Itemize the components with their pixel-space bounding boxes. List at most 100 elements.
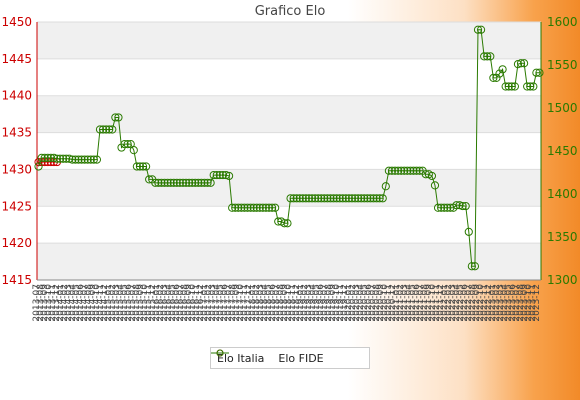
x-tick-label: 2015-10	[140, 284, 150, 322]
data-point-elo-fide	[249, 203, 258, 212]
x-tick-label: 2019-05	[312, 284, 322, 322]
data-point-elo-fide	[498, 65, 507, 74]
x-tick-label: 2017-10	[236, 284, 246, 322]
x-tick-label: 2018-02	[252, 284, 262, 322]
data-point-elo-fide	[111, 113, 120, 122]
x-tick-label: 2019-10	[332, 284, 342, 322]
data-point-elo-fide	[203, 178, 212, 187]
y-left-tick-label: 1435	[1, 126, 32, 140]
y-right-tick-label: 1300	[547, 273, 578, 287]
x-tick-label: 2018-12	[292, 284, 302, 322]
data-point-elo-fide	[341, 194, 350, 203]
data-point-elo-fide	[532, 68, 541, 77]
x-tick-label: 2017-12	[244, 284, 254, 322]
x-tick-label: 2023-10	[524, 284, 534, 322]
x-tick-label: 2020-09	[376, 284, 386, 322]
data-point-elo-fide	[332, 194, 341, 203]
x-tick-label: 2021-08	[420, 284, 430, 322]
data-point-elo-fide	[409, 166, 418, 175]
data-point-elo-fide	[224, 171, 234, 181]
data-point-elo-fide	[169, 178, 178, 187]
x-tick-label: 2019-04	[308, 284, 318, 322]
data-point-elo-fide	[215, 170, 224, 180]
x-tick-label: 2015-09	[136, 284, 146, 322]
x-tick-label: 2020-08	[372, 284, 382, 322]
data-point-elo-fide	[129, 146, 138, 155]
data-point-elo-fide	[480, 52, 489, 61]
data-point-elo-fide	[218, 170, 228, 180]
data-point-elo-fide	[307, 194, 317, 203]
data-point-elo-fide	[135, 162, 145, 171]
x-tick-label: 2014-10	[92, 284, 102, 322]
data-point-elo-fide	[271, 203, 280, 212]
data-point-elo-fide	[433, 203, 443, 212]
x-tick-label: 2016-06	[172, 284, 182, 322]
data-point-elo-fide	[437, 203, 446, 212]
x-tick-label: 2023-04	[500, 284, 510, 322]
data-point-elo-fide	[234, 203, 243, 212]
x-tick-label: 2018-03	[256, 284, 266, 322]
data-point-elo-fide	[206, 178, 215, 187]
x-tick-label: 2019-12	[340, 284, 350, 322]
data-point-elo-fide	[194, 178, 203, 187]
data-point-elo-fide	[163, 178, 172, 187]
data-point-elo-fide	[108, 125, 117, 134]
x-tick-label: 2020-02	[348, 284, 358, 322]
data-point-elo-fide	[323, 194, 332, 203]
x-tick-label: 2020-03	[352, 284, 362, 322]
data-point-elo-fide	[415, 166, 424, 175]
data-point-elo-fide	[366, 194, 375, 203]
x-tick-label: 2018-09	[280, 284, 290, 322]
x-tick-label: 2017-09	[232, 284, 242, 322]
x-tick-label: 2018-11	[288, 284, 298, 322]
data-point-elo-fide	[246, 203, 255, 212]
legend-label-elo-fide: Elo FIDE	[278, 351, 324, 365]
x-tick-label: 2016-12	[196, 284, 206, 322]
x-tick-label: 2014-01	[56, 284, 66, 322]
x-tick-label: 2018-10	[284, 284, 294, 322]
data-point-elo-fide	[59, 154, 68, 163]
x-tick-label: 2016-09	[184, 284, 194, 322]
data-point-elo-fide	[197, 178, 206, 187]
data-point-elo-fide	[62, 154, 71, 163]
x-tick-label: 2020-01	[344, 284, 354, 322]
data-point-elo-fide	[473, 25, 483, 34]
x-tick-label: 2019-06	[316, 284, 326, 322]
data-point-elo-fide	[252, 203, 261, 212]
data-point-elo-fide	[74, 155, 83, 164]
x-tick-label: 2023-12	[532, 284, 542, 322]
data-point-elo-fide	[483, 52, 492, 61]
data-point-elo-fide	[181, 178, 191, 187]
y-left-tick-label: 1425	[1, 199, 32, 213]
data-point-elo-fide	[280, 219, 289, 228]
data-point-elo-fide	[372, 194, 381, 203]
x-tick-label: 2020-06	[364, 284, 374, 322]
data-point-elo-fide	[283, 219, 292, 228]
data-point-elo-fide	[240, 203, 249, 212]
data-point-elo-fide	[77, 155, 86, 164]
x-tick-label: 2023-01	[488, 284, 498, 322]
x-tick-label: 2020-05	[360, 284, 370, 322]
data-point-elo-fide	[43, 153, 52, 162]
x-tick-label: 2020-11	[384, 284, 394, 322]
data-point-elo-fide	[344, 194, 354, 203]
data-point-elo-fide	[461, 201, 470, 211]
data-point-elo-fide	[452, 201, 461, 210]
data-point-elo-fide	[286, 194, 295, 203]
data-point-elo-fide	[89, 155, 98, 164]
data-point-elo-fide	[145, 175, 154, 184]
x-tick-label: 2017-01	[200, 284, 210, 322]
x-tick-label: 2019-03	[304, 284, 314, 322]
data-point-elo-fide	[65, 154, 74, 163]
data-point-elo-fide	[132, 162, 141, 171]
data-point-elo-fide	[455, 201, 464, 210]
x-tick-label: 2018-01	[248, 284, 258, 322]
x-tick-label: 2015-06	[124, 284, 134, 322]
x-tick-label: 2022-03	[448, 284, 458, 322]
x-tick-label: 2016-01	[152, 284, 162, 322]
x-tick-label: 2019-11	[336, 284, 346, 322]
data-point-elo-fide	[71, 155, 80, 164]
data-point-elo-fide	[513, 60, 523, 69]
x-tick-label: 2014-12	[100, 284, 110, 322]
